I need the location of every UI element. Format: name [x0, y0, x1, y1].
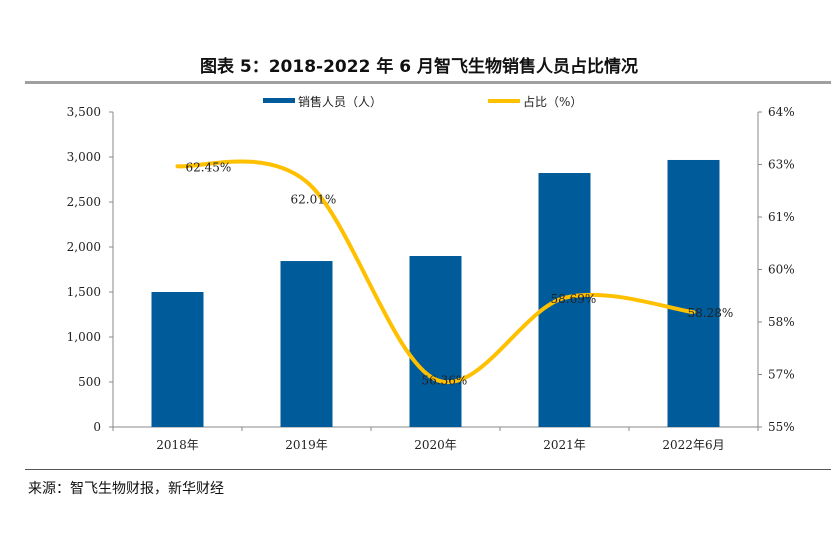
data-label: 58.69% — [551, 292, 597, 306]
right-tick-label: 63% — [768, 158, 795, 172]
left-tick-label: 1,000 — [67, 330, 101, 344]
left-tick-label: 2,500 — [67, 195, 101, 209]
x-tick-label: 2022年6月 — [662, 438, 724, 452]
bar-2019年 — [280, 261, 333, 427]
data-label: 62.01% — [291, 193, 337, 207]
right-tick-label: 57% — [768, 368, 795, 382]
x-tick-label: 2021年 — [543, 438, 586, 452]
left-tick-label: 3,500 — [67, 105, 101, 119]
legend-line-label: 占比（%） — [523, 94, 582, 109]
ratio-line — [175, 159, 696, 384]
legend-line-swatch — [488, 99, 520, 103]
data-label: 62.45% — [186, 160, 232, 174]
chart-title: 图表 5：2018-2022 年 6 月智飞生物销售人员占比情况 — [199, 57, 638, 77]
bar-2018年 — [151, 292, 204, 427]
source-note: 来源：智飞生物财报，新华财经 — [28, 481, 224, 497]
chart: 0 500 1,000 1,500 2,000 2,500 3,000 3,500 55% 57%… — [67, 94, 795, 452]
right-tick-label: 58% — [768, 315, 795, 329]
legend-bar-swatch — [263, 98, 295, 103]
bar-2020年 — [409, 256, 462, 427]
bar-2021年 — [538, 173, 591, 427]
data-label: 56.36% — [422, 373, 468, 387]
data-label: 58.28% — [688, 306, 734, 320]
x-tick-label: 2019年 — [285, 438, 328, 452]
source-divider — [25, 469, 831, 470]
title-divider — [25, 81, 831, 84]
right-tick-label: 55% — [768, 420, 795, 434]
x-tick-label: 2020年 — [414, 438, 457, 452]
bar-2022年6月 — [667, 159, 720, 427]
right-tick-label: 61% — [768, 210, 795, 224]
left-tick-label: 0 — [93, 420, 101, 434]
legend-bar-label: 销售人员（人） — [298, 94, 382, 109]
left-tick-label: 2,000 — [67, 240, 101, 254]
left-tick-label: 3,000 — [67, 150, 101, 164]
right-tick-label: 64% — [768, 105, 795, 119]
right-tick-label: 60% — [768, 263, 795, 277]
left-tick-label: 500 — [78, 375, 101, 389]
left-tick-label: 1,500 — [67, 285, 101, 299]
x-tick-label: 2018年 — [156, 438, 199, 452]
